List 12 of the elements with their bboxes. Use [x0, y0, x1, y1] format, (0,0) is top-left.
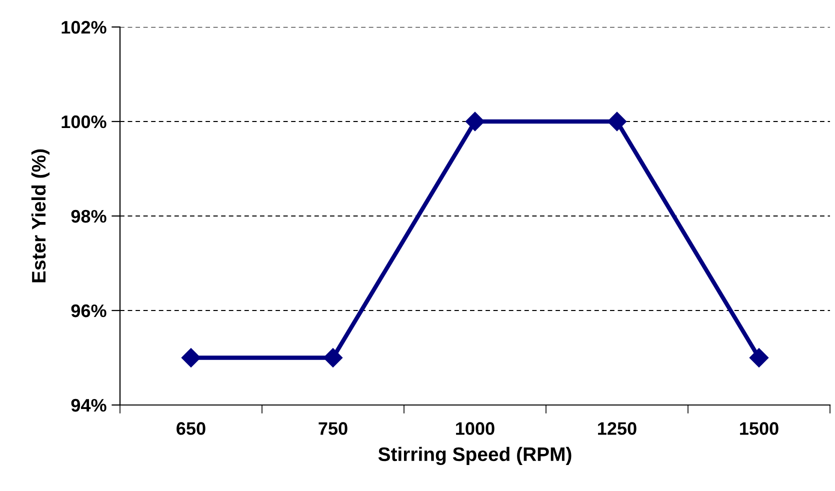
y-tick-label: 100%: [62, 115, 106, 128]
x-axis-title: Stirring Speed (RPM): [378, 446, 572, 466]
y-tick-label: 98%: [71, 210, 106, 223]
y-tick-label: 102%: [62, 20, 106, 34]
x-tick-label: 1500: [740, 422, 778, 435]
x-tick-label: 750: [318, 422, 348, 435]
x-tick-label: 1000: [456, 422, 494, 435]
y-tick-label: 94%: [71, 398, 106, 412]
x-tick-label: 650: [176, 422, 206, 435]
y-tick-label: 96%: [71, 304, 106, 318]
x-tick-label: 1250: [598, 422, 636, 435]
y-axis-title: Ester Yield (%): [31, 149, 50, 282]
